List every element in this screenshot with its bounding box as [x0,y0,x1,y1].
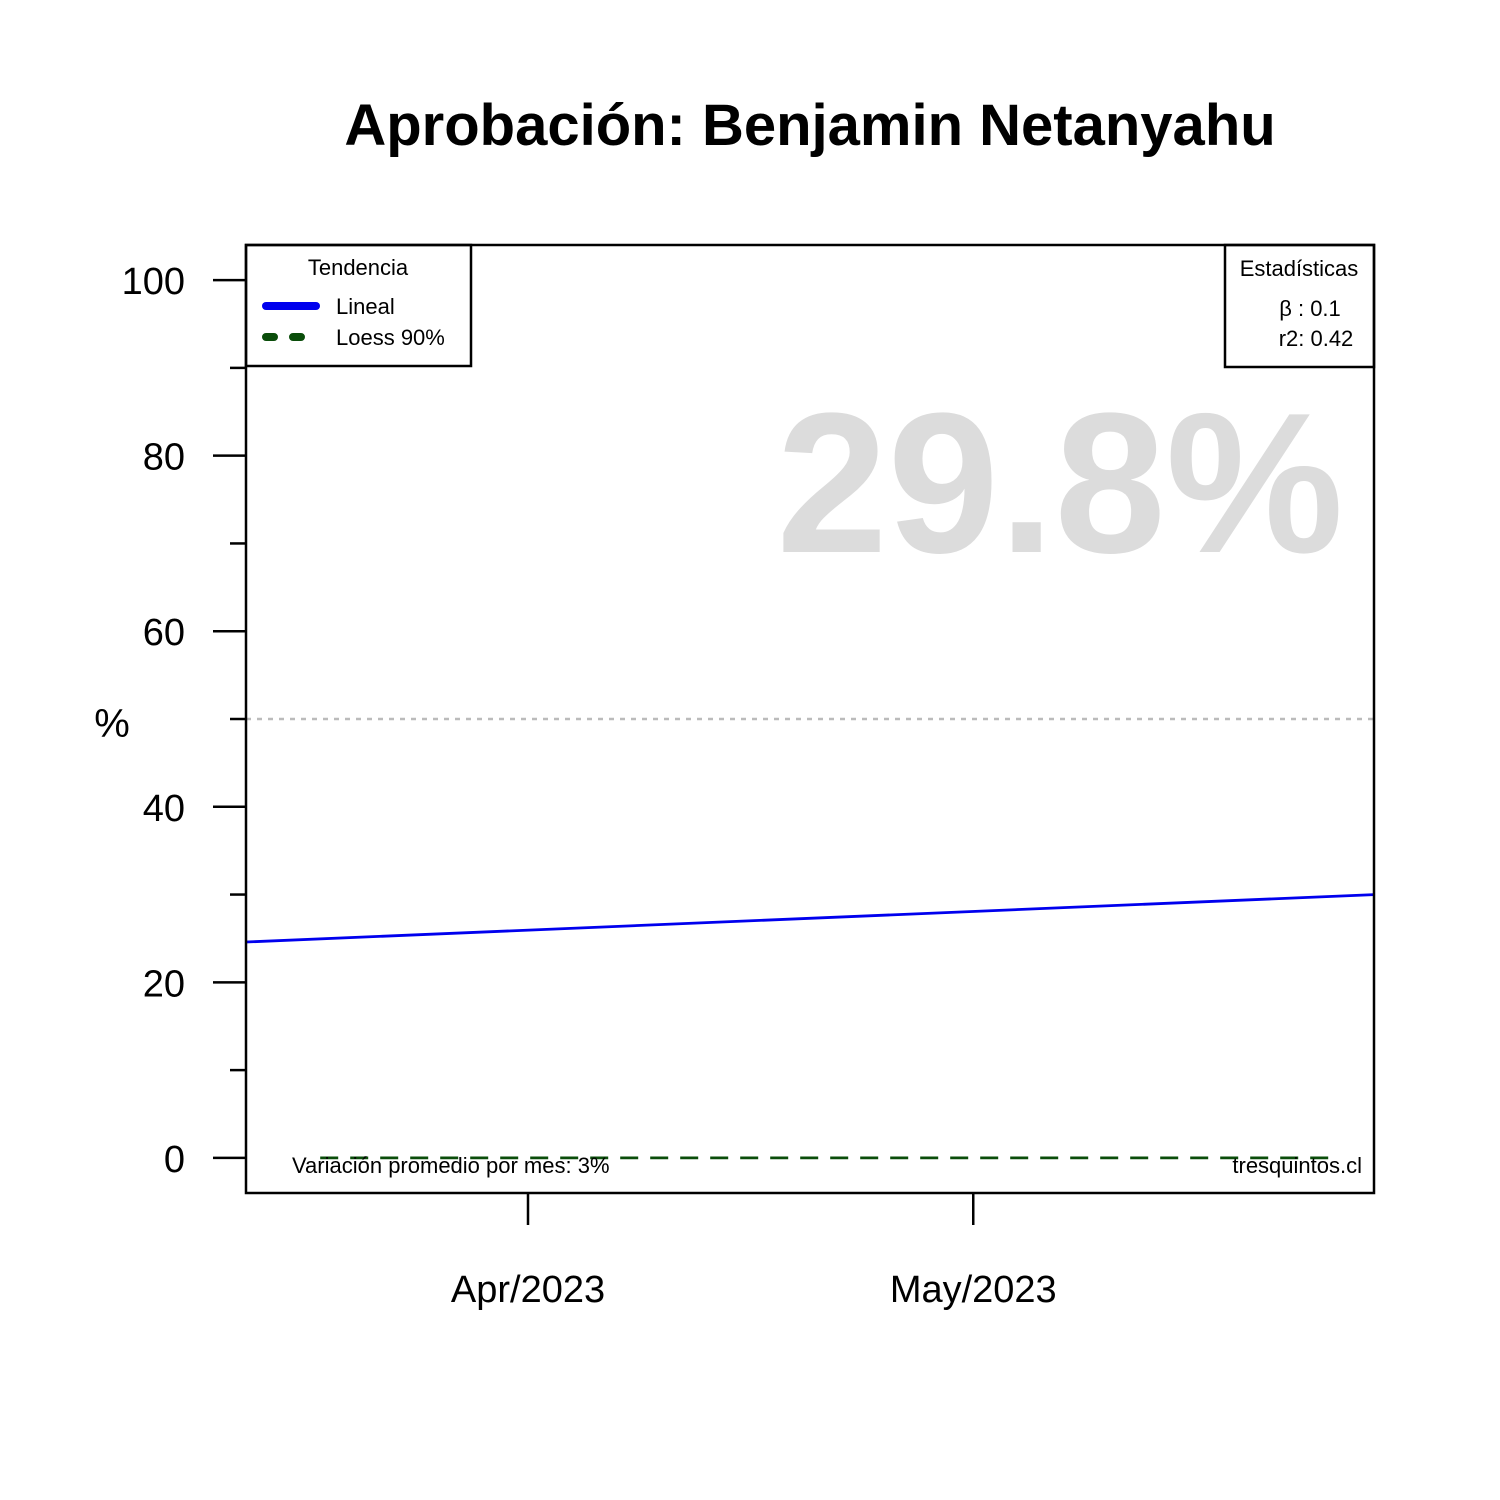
y-tick-label: 0 [164,1139,185,1181]
y-tick-label: 40 [143,788,185,830]
legend-label-lineal: Lineal [336,294,395,319]
legend-stats: Estadísticas β : 0.1 r2: 0.42 [1223,243,1376,369]
plot-frame [244,243,1376,1195]
y-tick-label: 80 [143,437,185,479]
x-axis: Apr/2023 May/2023 [451,1193,1057,1311]
stat-beta: β : 0.1 [1279,296,1341,321]
chart-title: Aprobación: Benjamin Netanyahu [344,93,1275,158]
legend-trend: Tendencia Lineal Loess 90% [244,243,473,368]
y-axis: 0 20 40 60 80 100 [122,261,246,1181]
big-value-watermark: 29.8% [776,372,1343,595]
footer-source: tresquintos.cl [1232,1153,1362,1178]
y-axis-label: % [94,702,130,746]
legend-stats-title: Estadísticas [1240,256,1359,281]
x-tick-label: Apr/2023 [451,1269,605,1311]
y-tick-label: 60 [143,612,185,654]
y-tick-label: 20 [143,963,185,1005]
footer-variation: Variación promedio por mes: 3% [292,1153,610,1178]
stat-r2: r2: 0.42 [1279,326,1354,351]
legend-trend-title: Tendencia [308,255,409,280]
y-tick-label: 100 [122,261,185,303]
x-tick-label: May/2023 [890,1269,1057,1311]
series-group [245,893,1375,1160]
legend-label-loess: Loess 90% [336,325,445,350]
series-line-lineal [245,893,1375,944]
